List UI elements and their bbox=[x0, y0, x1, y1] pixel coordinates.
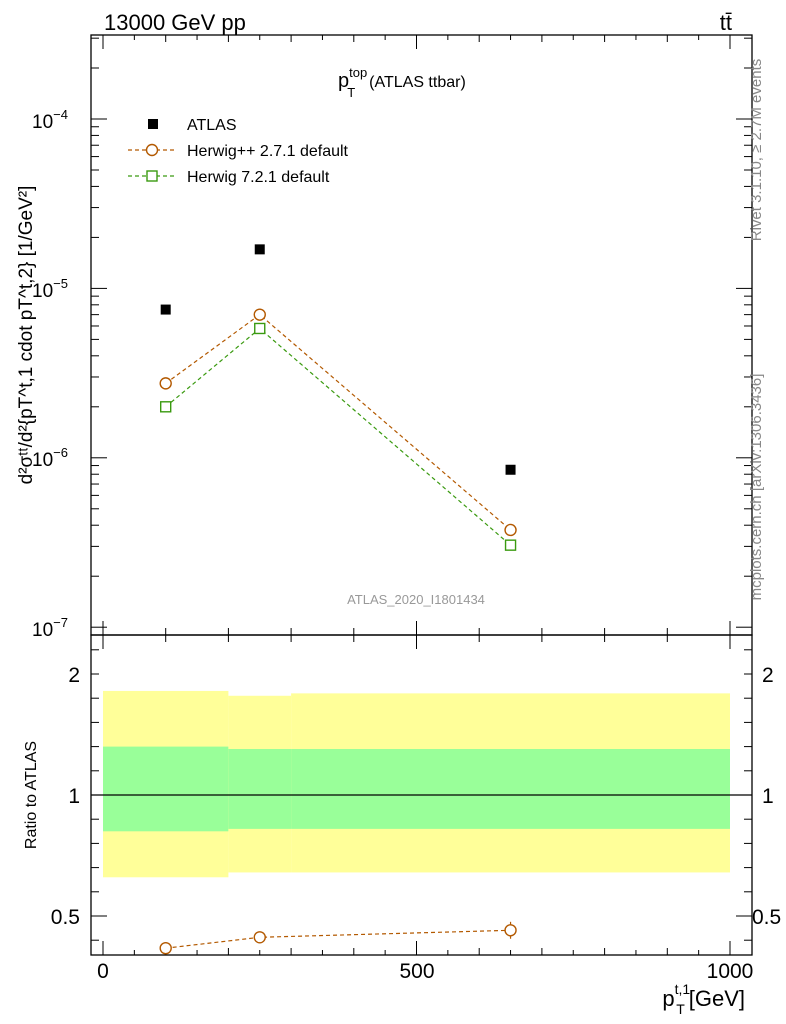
y-main-tick-labels: 10−4 10−5 10−6 10−7 bbox=[32, 107, 68, 641]
herwigpp-line bbox=[165, 313, 511, 531]
herwigpp-ratio-point bbox=[253, 931, 266, 944]
x-axis-title: pt,1 T [GeV] bbox=[662, 981, 745, 1017]
x-tick-label: 0 bbox=[97, 960, 109, 983]
legend-atlas-marker bbox=[148, 119, 158, 129]
atlas-point bbox=[254, 244, 265, 255]
y-tick-label: 10−6 bbox=[32, 445, 68, 471]
x-tick-label: 1000 bbox=[707, 960, 754, 983]
main-series bbox=[159, 244, 517, 551]
legend: ATLAS Herwig++ 2.7.1 default Herwig 7.2.… bbox=[128, 117, 349, 186]
legend-herwig7-label: Herwig 7.2.1 default bbox=[187, 169, 330, 186]
process-label: tt̄ bbox=[720, 10, 732, 35]
x-tick-labels: 0 500 1000 bbox=[97, 960, 753, 983]
y-axis-title-ratio: Ratio to ATLAS bbox=[23, 741, 40, 849]
ratio-band-inner bbox=[291, 749, 730, 829]
ratio-tick-label: 2 bbox=[68, 664, 80, 687]
atlas-point bbox=[505, 464, 516, 475]
energy-label: 13000 GeV pp bbox=[104, 10, 246, 35]
herwig7-point bbox=[159, 401, 172, 413]
ratio-tick-label: 0.5 bbox=[752, 906, 781, 929]
ratio-tick-label: 1 bbox=[762, 785, 774, 808]
herwigpp-point bbox=[253, 308, 266, 321]
ratio-tick-labels: 2 1 0.5 2 1 0.5 bbox=[51, 664, 781, 929]
herwig7-point bbox=[504, 539, 517, 551]
ratio-tick-label: 0.5 bbox=[51, 906, 80, 929]
mcplots-info: mcplots.cern.ch [arXiv:1306.3436] bbox=[748, 374, 765, 601]
y-axis-title-main: d²σᵗᵗ/d²{pT^t,1 cdot pT^t,2} [1/GeV²] bbox=[16, 186, 37, 485]
y-tick-label: 10−7 bbox=[32, 615, 68, 641]
ratio-bands bbox=[103, 690, 730, 878]
plot-title: ptop T(ATLAS ttbar) bbox=[338, 65, 466, 100]
legend-atlas-label: ATLAS bbox=[187, 117, 237, 134]
atlas-point bbox=[160, 304, 171, 315]
herwig7-line bbox=[165, 327, 511, 546]
herwigpp-ratio-line bbox=[165, 929, 511, 949]
y-tick-label: 10−4 bbox=[32, 107, 68, 133]
ratio-band-inner bbox=[228, 749, 292, 829]
ratio-tick-label: 2 bbox=[762, 664, 774, 687]
x-tick-label: 500 bbox=[399, 960, 434, 983]
herwigpp-ratio-point bbox=[504, 924, 517, 937]
herwigpp-point bbox=[504, 523, 517, 537]
ratio-band-inner bbox=[103, 746, 229, 832]
herwig7-point bbox=[254, 322, 266, 335]
analysis-id: ATLAS_2020_I1801434 bbox=[347, 592, 485, 607]
y-tick-label: 10−5 bbox=[32, 276, 68, 302]
ratio-tick-label: 1 bbox=[68, 785, 80, 808]
herwigpp-ratio-point bbox=[159, 941, 172, 955]
legend-herwigpp-label: Herwig++ 2.7.1 default bbox=[187, 143, 349, 160]
legend-herwig7-marker bbox=[146, 170, 158, 182]
ratio-series bbox=[159, 921, 517, 955]
rivet-info: Rivet 3.1.10, ≥ 2.7M events bbox=[748, 59, 765, 242]
herwigpp-point bbox=[159, 377, 172, 390]
legend-herwigpp-marker bbox=[145, 143, 159, 157]
